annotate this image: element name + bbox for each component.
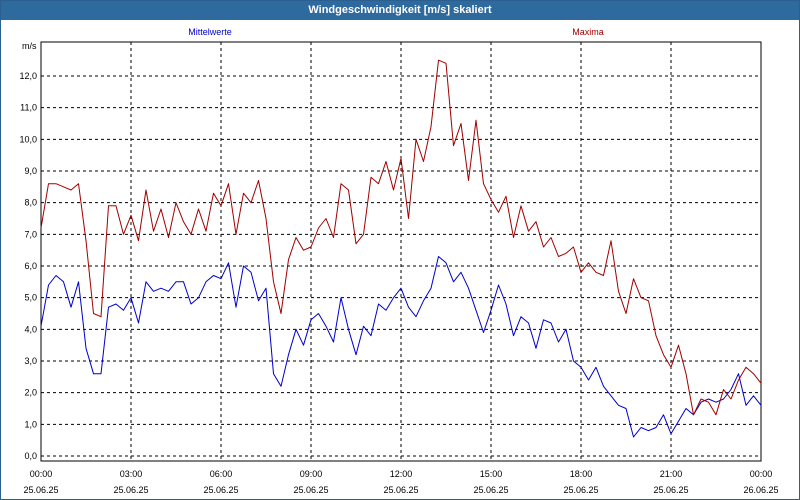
x-tick-time: 12:00 (390, 469, 413, 479)
plot-area-frame (40, 41, 762, 462)
x-tick-date: 25.06.25 (653, 485, 688, 495)
series-line-maxima (40, 59, 762, 416)
y-tick-label: 2,0 (24, 388, 37, 398)
grid-lines (41, 42, 761, 461)
x-tick-time: 09:00 (300, 469, 323, 479)
x-tick-date: 25.06.25 (113, 485, 148, 495)
y-tick-label: 3,0 (24, 356, 37, 366)
x-tick-date: 25.06.25 (203, 485, 238, 495)
series-layer (40, 59, 762, 438)
window-title: Windgeschwindigkeit [m/s] skaliert (1, 1, 799, 20)
x-tick-time: 21:00 (660, 469, 683, 479)
legend-mittelwerte: Mittelwerte (188, 27, 232, 37)
y-tick-label: 6,0 (24, 261, 37, 271)
y-tick-label: 8,0 (24, 198, 37, 208)
x-tick-date: 25.06.25 (383, 485, 418, 495)
x-tick-time: 15:00 (480, 469, 503, 479)
series-line-mittelwerte (40, 256, 762, 438)
x-tick-date: 26.06.25 (743, 485, 778, 495)
x-tick-time: 00:00 (750, 469, 773, 479)
x-tick-time: 18:00 (570, 469, 593, 479)
x-tick-time: 03:00 (120, 469, 143, 479)
x-tick-date: 25.06.25 (293, 485, 328, 495)
x-tick-date: 25.06.25 (563, 485, 598, 495)
y-tick-label: 0,0 (24, 451, 37, 461)
y-tick-label: 4,0 (24, 324, 37, 334)
y-tick-label: 9,0 (24, 166, 37, 176)
x-tick-time: 00:00 (30, 469, 53, 479)
y-tick-label: 7,0 (24, 229, 37, 239)
y-axis-ticks: 0,0 1,0 2,0 3,0 4,0 5,0 6,0 7,0 8,0 9,0 10,0 11,0 12… (19, 71, 37, 461)
y-tick-label: 11,0 (20, 103, 37, 113)
y-tick-label: 10,0 (19, 134, 37, 144)
x-tick-date: 25.06.25 (473, 485, 508, 495)
legend-maxima: Maxima (572, 27, 604, 37)
y-tick-label: 5,0 (24, 293, 37, 303)
x-tick-date: 25.06.25 (23, 485, 58, 495)
x-tick-time: 06:00 (210, 469, 233, 479)
x-axis-ticks: 00:00 25.06.25 03:00 25.06.25 06:00 25.06.25 0… (23, 469, 778, 495)
y-tick-label: 12,0 (19, 71, 37, 81)
y-axis-label: m/s (22, 41, 37, 51)
y-tick-label: 1,0 (24, 419, 37, 429)
